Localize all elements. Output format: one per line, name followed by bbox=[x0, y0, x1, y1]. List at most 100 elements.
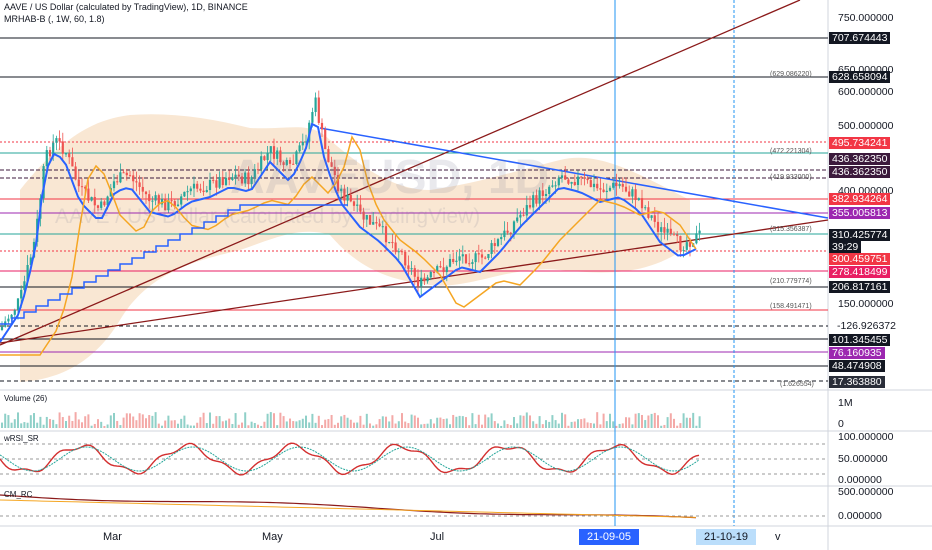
volume-bar bbox=[465, 417, 467, 428]
candle-body bbox=[672, 233, 676, 235]
volume-bar bbox=[458, 415, 461, 428]
candle-body bbox=[173, 201, 176, 207]
candle-body bbox=[506, 230, 509, 233]
candle-body bbox=[208, 179, 212, 191]
volume-bar bbox=[586, 422, 589, 428]
volume-bar bbox=[433, 423, 435, 428]
candle-body bbox=[586, 178, 589, 181]
candle-body bbox=[160, 198, 164, 205]
candle-body bbox=[349, 194, 352, 202]
scroll-right-button[interactable]: v bbox=[775, 531, 781, 543]
candle-body bbox=[522, 214, 525, 216]
time-label-mar: Mar bbox=[103, 531, 122, 543]
volume-bar bbox=[372, 425, 375, 428]
candle-body bbox=[327, 149, 330, 163]
symbol-title: AAVE / US Dollar (calculated by TradingV… bbox=[4, 2, 248, 12]
price-tick: 150.000000 bbox=[838, 298, 894, 310]
volume-bar bbox=[247, 425, 250, 428]
volume-bar bbox=[186, 424, 189, 428]
volume-bar bbox=[551, 415, 554, 428]
volume-bar bbox=[663, 424, 666, 428]
volume-bar bbox=[65, 420, 67, 428]
volume-bar bbox=[548, 421, 551, 428]
rsi-pane-title: wRSI_SR bbox=[4, 434, 39, 443]
volume-bar bbox=[77, 419, 80, 428]
volume-bar bbox=[356, 422, 359, 428]
candle-body bbox=[205, 190, 208, 193]
candle-body bbox=[55, 138, 58, 143]
volume-bar bbox=[538, 416, 541, 428]
volume-bar bbox=[353, 422, 355, 428]
candle-body bbox=[500, 237, 503, 240]
candle-body bbox=[157, 195, 160, 205]
volume-bar bbox=[413, 415, 416, 428]
candle-body bbox=[493, 243, 496, 246]
candle-body bbox=[228, 177, 231, 180]
volume-pane-title: Volume (26) bbox=[4, 394, 48, 403]
volume-bar bbox=[461, 416, 464, 428]
volume-bar bbox=[157, 423, 160, 428]
rsi-tick: 100.000000 bbox=[838, 431, 894, 443]
candle-body bbox=[122, 172, 125, 174]
candle-body bbox=[583, 177, 586, 179]
volume-bar bbox=[215, 416, 218, 428]
cm-tick: 500.000000 bbox=[838, 486, 894, 498]
candle-body bbox=[432, 271, 436, 273]
price-tick: 600.000000 bbox=[838, 86, 894, 98]
candle-body bbox=[10, 314, 13, 319]
candle-body bbox=[426, 277, 429, 282]
volume-bar bbox=[45, 416, 48, 428]
candle-body bbox=[663, 227, 666, 233]
rsi-signal-line bbox=[0, 446, 700, 472]
candle-body bbox=[71, 157, 74, 167]
candle-body bbox=[400, 251, 404, 253]
volume-bar bbox=[129, 413, 131, 428]
price-label: 436.362350 bbox=[829, 153, 891, 165]
candle-body bbox=[132, 175, 135, 182]
candle-body bbox=[20, 289, 23, 299]
candle-body bbox=[599, 188, 602, 190]
candle-body bbox=[138, 182, 141, 187]
volume-bar bbox=[321, 425, 323, 428]
candle-body bbox=[202, 190, 205, 193]
volume-bar bbox=[541, 424, 544, 428]
volume-bar bbox=[1, 422, 3, 428]
candle-body bbox=[106, 196, 109, 206]
volume-bar bbox=[506, 423, 509, 428]
candle-body bbox=[436, 266, 439, 273]
candle-body bbox=[221, 177, 224, 186]
volume-bar bbox=[685, 417, 688, 428]
candle-body bbox=[503, 230, 506, 238]
candle-body bbox=[375, 222, 378, 224]
trend-step-line bbox=[0, 122, 697, 343]
volume-bar bbox=[404, 421, 407, 428]
volume-bar bbox=[516, 423, 519, 428]
volume-bar bbox=[429, 419, 432, 428]
candle-body bbox=[304, 141, 308, 143]
volume-bar bbox=[10, 422, 13, 428]
volume-bar bbox=[676, 425, 679, 428]
volume-bar bbox=[289, 418, 291, 428]
volume-bar bbox=[567, 425, 570, 428]
price-label: 278.418499 bbox=[829, 266, 891, 278]
volume-bar bbox=[74, 412, 77, 428]
candle-body bbox=[218, 177, 221, 188]
volume-bar bbox=[122, 417, 125, 428]
price-label: -126.926372 bbox=[834, 320, 899, 332]
candle-body bbox=[685, 242, 688, 250]
volume-bar bbox=[580, 419, 583, 428]
candle-body bbox=[96, 205, 100, 208]
volume-bar bbox=[109, 415, 112, 428]
candle-body bbox=[404, 251, 407, 266]
candle-body bbox=[474, 253, 477, 263]
price-label: 628.658094 bbox=[829, 71, 891, 83]
candle-body bbox=[452, 258, 455, 263]
candle-body bbox=[464, 254, 468, 264]
candle-body bbox=[135, 181, 138, 183]
candle-body bbox=[442, 267, 445, 273]
candle-body bbox=[167, 200, 170, 211]
price-label: 495.734241 bbox=[829, 137, 891, 149]
level-note: (629.086220) bbox=[770, 71, 812, 78]
candle-body bbox=[445, 266, 448, 273]
